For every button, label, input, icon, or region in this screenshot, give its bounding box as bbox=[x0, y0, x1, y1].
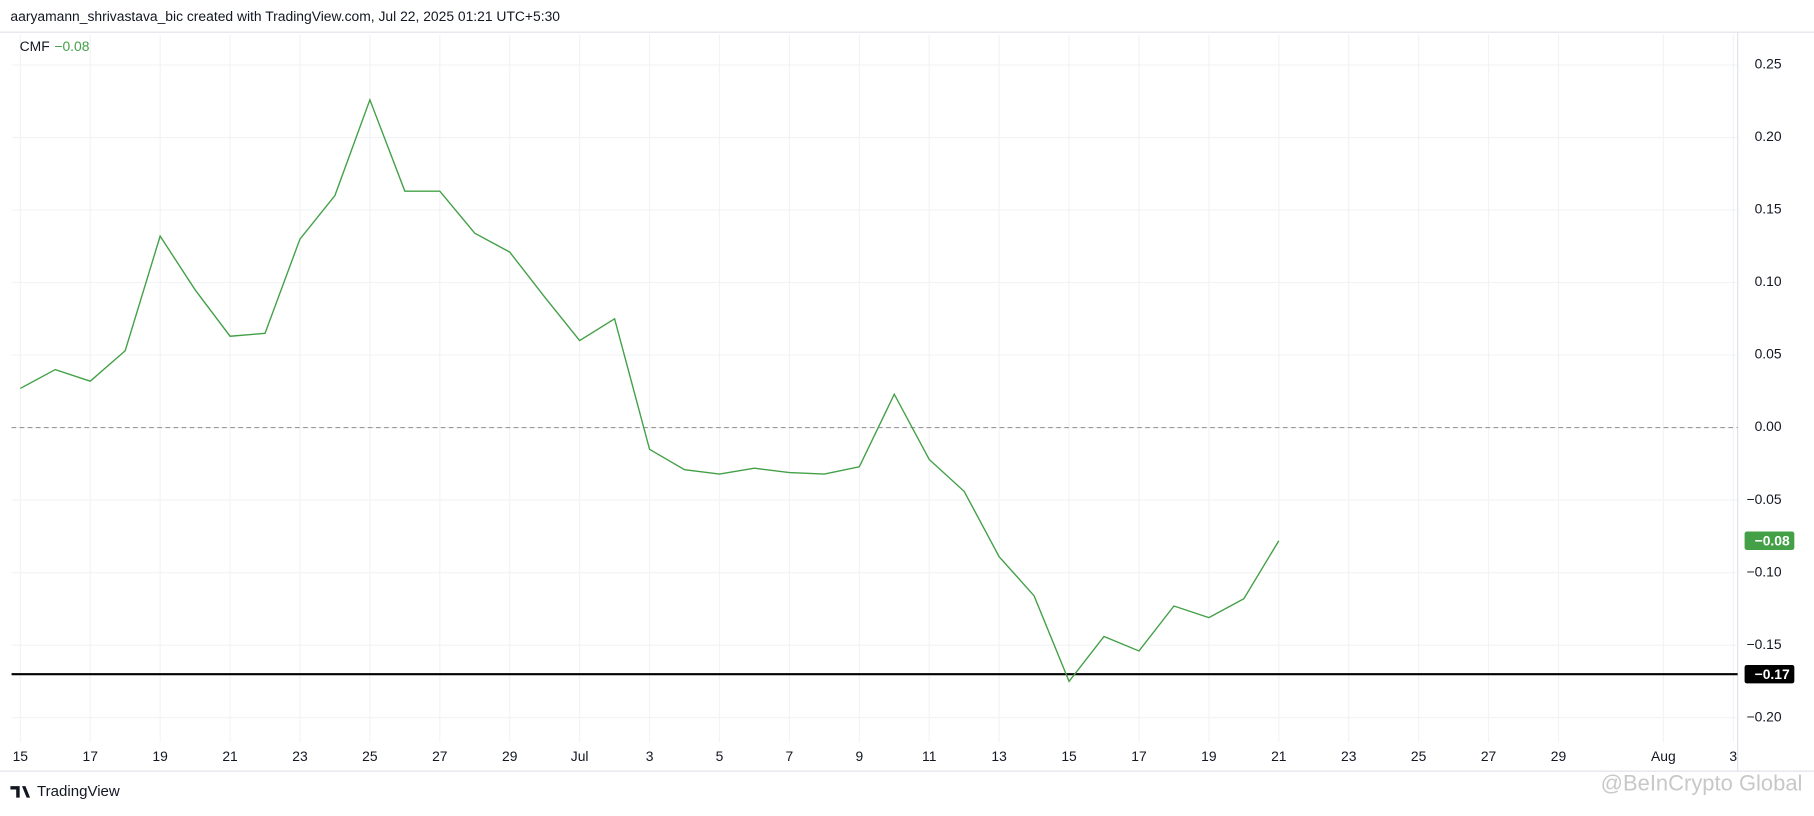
y-tick-label: −0.20 bbox=[1747, 708, 1782, 724]
x-tick-label: 23 bbox=[292, 748, 308, 764]
x-tick-label: 21 bbox=[1271, 748, 1287, 764]
y-tick-label: −0.10 bbox=[1747, 563, 1782, 579]
x-tick-label: 25 bbox=[362, 748, 378, 764]
x-tick-label: 19 bbox=[152, 748, 168, 764]
y-tick-label: 0.20 bbox=[1755, 128, 1782, 144]
y-tick-label: 0.25 bbox=[1755, 56, 1782, 72]
y-tick-label: 0.15 bbox=[1755, 201, 1782, 217]
legend-value: −0.08 bbox=[54, 38, 89, 54]
x-tick-label: 29 bbox=[502, 748, 518, 764]
y-tick-label: −0.15 bbox=[1747, 636, 1782, 652]
hline-badge bbox=[1744, 664, 1795, 684]
y-tick-label: −0.05 bbox=[1747, 491, 1782, 507]
x-tick-label: 7 bbox=[786, 748, 794, 764]
grid bbox=[11, 34, 1738, 743]
x-tick-label: 21 bbox=[222, 748, 238, 764]
x-tick-label: 15 bbox=[1061, 748, 1077, 764]
x-tick-label: 3 bbox=[1729, 748, 1737, 764]
legend-name: CMF bbox=[20, 38, 50, 54]
x-tick-label: 29 bbox=[1551, 748, 1567, 764]
x-tick-label: 3 bbox=[646, 748, 654, 764]
logo-text: TradingView bbox=[37, 783, 120, 800]
x-tick-label: 27 bbox=[432, 748, 447, 764]
y-tick-label: 0.00 bbox=[1755, 418, 1782, 434]
x-tick-label: 23 bbox=[1341, 748, 1357, 764]
hline-badge-label: −0.17 bbox=[1755, 666, 1790, 682]
watermark: @BeInCrypto Global bbox=[1601, 771, 1803, 796]
cmf-line bbox=[19, 97, 1280, 683]
legend: CMF −0.08 bbox=[20, 38, 90, 54]
x-tick-label: 17 bbox=[83, 748, 98, 764]
x-tick-label: 5 bbox=[716, 748, 724, 764]
x-tick-label: 9 bbox=[855, 748, 863, 764]
x-tick-label: 17 bbox=[1131, 748, 1146, 764]
logo-icon bbox=[10, 786, 31, 798]
last-value-label: −0.08 bbox=[1755, 533, 1790, 549]
x-tick-label: Jul bbox=[571, 748, 589, 764]
last-value-badge bbox=[1744, 531, 1795, 550]
header-text: aaryamann_shrivastava_bic created with T… bbox=[10, 8, 560, 24]
y-tick-label: 0.05 bbox=[1755, 346, 1782, 362]
x-tick-label: 13 bbox=[991, 748, 1007, 764]
footer-logo: TradingView bbox=[10, 783, 120, 800]
x-tick-label: Aug bbox=[1651, 748, 1676, 764]
x-tick-label: 27 bbox=[1481, 748, 1496, 764]
x-tick-label: 25 bbox=[1411, 748, 1427, 764]
x-tick-label: 11 bbox=[922, 748, 937, 764]
x-tick-label: 19 bbox=[1201, 748, 1217, 764]
y-tick-label: 0.10 bbox=[1755, 273, 1782, 289]
x-tick-label: 15 bbox=[13, 748, 29, 764]
